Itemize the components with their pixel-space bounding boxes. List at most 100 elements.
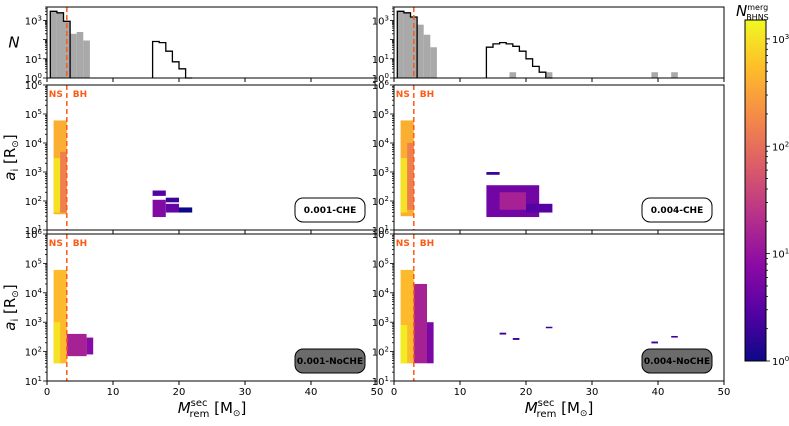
ns-label: NS [396,239,410,249]
heat-ylabel: ai [R⊙] [1,284,21,330]
heat-ylabel: ai [R⊙] [1,134,21,180]
y-tick-label: 101 [372,375,389,388]
y-tick-label: 102 [25,346,42,359]
panel-r0-c1 [390,6,725,82]
y-tick-label: 106 [372,228,390,241]
heatmap-cell [400,325,408,364]
ns-label: NS [396,90,410,100]
x-tick-label: 20 [173,387,186,398]
x-tick-label: 30 [586,387,599,398]
x-tick-label: 20 [520,387,533,398]
y-tick-label: 106 [25,228,43,241]
model-label: 0.001-NoCHE [297,357,363,367]
x-tick-label: 10 [454,387,467,398]
bh-label: BH [420,90,434,100]
y-tick-label: 103 [372,316,389,329]
x-axis-label: Msec rem [M⊙] [178,398,247,420]
hist-gray-bar [83,40,90,78]
colorbar-tick-label: 100 [772,355,789,368]
x-tick-label: 10 [107,387,120,398]
hist-gray-bar [76,31,84,78]
hist-black-step [49,10,193,79]
x-tick-label: 40 [305,387,318,398]
hist-gray-bar [70,33,77,78]
ns-label: NS [49,90,63,100]
hist-gray-bar [651,72,658,78]
panel-r0-c0 [43,6,378,82]
heatmap-cell [499,332,507,335]
y-tick-label: 101 [25,375,42,388]
y-tick-label: 103 [25,316,42,329]
y-tick-label: 100 [372,72,389,85]
axes-frame [46,233,378,382]
x-tick-label: 0 [44,387,50,398]
colorbar [744,19,767,362]
y-tick-label: 103 [25,14,42,27]
y-tick-label: 104 [372,287,390,300]
axes-frame [393,6,725,79]
heatmap-cell [53,158,61,213]
panel-r1-c1 [390,84,725,234]
y-tick-label: 104 [25,137,43,150]
y-tick-label: 106 [25,79,43,92]
y-tick-label: 102 [25,195,42,208]
colorbar-tick-label: 103 [772,33,789,46]
hist-gray-bar [403,12,411,78]
heatmap-cell [165,197,179,203]
heatmap-cell [427,322,434,364]
top-ylabel: N [8,34,19,52]
y-tick-label: 101 [25,224,42,237]
heatmap-cell [671,335,678,338]
axes-frame [46,6,378,79]
y-tick-label: 103 [372,14,389,27]
heatmap-cell [152,199,166,218]
colorbar-tick-label: 101 [772,248,789,261]
x-tick-label: 50 [718,387,731,398]
hist-gray-bar [417,24,424,78]
x-tick-label: 40 [652,387,665,398]
axes-frame [393,233,725,382]
heatmap-cell [512,338,520,340]
y-tick-label: 105 [25,257,42,270]
model-label-box [294,197,366,223]
x-tick-label: 30 [239,387,252,398]
panel-r2-c0 [43,233,378,385]
hist-gray-bar [671,72,678,78]
y-tick-label: 106 [372,79,390,92]
heatmap-cell [499,192,526,210]
heatmap-cell [86,337,94,355]
heatmap-cell [413,283,427,364]
heatmap-cell [407,143,414,210]
hist-gray-bar [397,11,404,78]
hist-gray-bar [50,11,57,78]
heatmap-cell [66,333,87,357]
y-tick-label: 105 [25,108,42,121]
hist-gray-bar [430,47,437,78]
model-label: 0.004-NoCHE [644,357,710,367]
colorbar-tick-label: 102 [772,140,789,153]
hist-gray-bar [56,12,64,78]
y-tick-label: 104 [25,287,43,300]
hist-gray-bar [545,72,553,78]
heatmap-cell [526,203,553,213]
y-tick-label: 101 [372,53,389,66]
y-tick-label: 103 [25,166,42,179]
panel-r1-c0 [43,84,378,234]
heatmap-cell [53,322,61,364]
bh-label: BH [73,239,87,249]
x-tick-label: 0 [391,387,397,398]
heatmap-cell [152,190,166,196]
hist-gray-bar [423,34,431,78]
model-label: 0.001-CHE [304,206,357,216]
y-tick-label: 102 [372,346,389,359]
heatmap-cell [651,341,658,344]
y-tick-label: 102 [372,195,389,208]
heatmap-cell [165,203,179,213]
heatmap-cell [400,158,408,213]
heatmap-cell [60,151,67,213]
heatmap-cell [179,207,193,213]
axes-frame [393,84,725,231]
bh-label: BH [73,90,87,100]
panel-r2-c1 [390,233,725,385]
model-label: 0.004-CHE [651,206,704,216]
